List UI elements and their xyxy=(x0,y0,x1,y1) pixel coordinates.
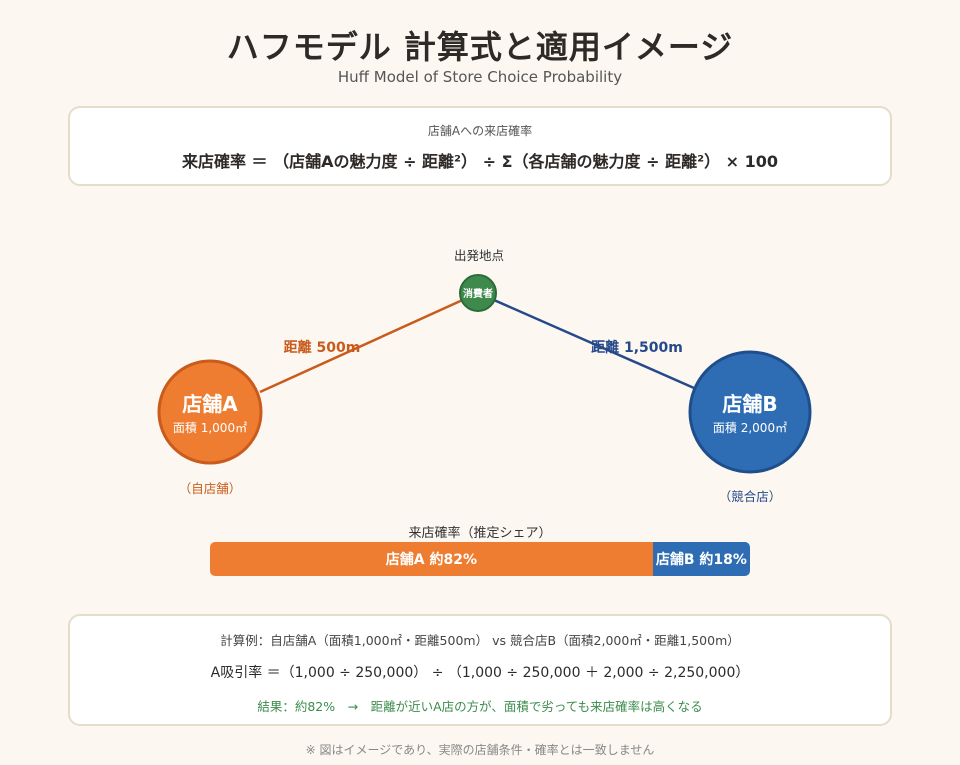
store-b-circle xyxy=(688,350,812,474)
store-b-area: 面積 2,000㎡ xyxy=(713,420,787,435)
share-segment-store-a: 店舗A 約82% xyxy=(210,542,653,576)
store-b-role: （競合店） xyxy=(719,489,782,504)
distance-a-label: 距離 500m xyxy=(284,339,361,356)
store-a-name: 店舗A xyxy=(182,392,238,416)
calc-equation: A吸引率 ＝（1,000 ÷ 250,000） ÷ （1,000 ÷ 250,0… xyxy=(210,665,750,681)
store-b-name: 店舗B xyxy=(722,392,777,416)
distance-b-label: 距離 1,500m xyxy=(591,339,683,356)
formula-card: 店舗Aへの来店確率 来店確率 ＝ （店舗Aの魅力度 ÷ 距離²） ÷ Σ（各店舗… xyxy=(68,106,892,186)
origin-label: 出発地点 xyxy=(454,248,504,263)
consumer-node xyxy=(459,274,497,312)
store-a-area: 面積 1,000㎡ xyxy=(173,420,247,435)
formula-label: 店舗Aへの来店確率 xyxy=(427,124,533,138)
line-to-store-b xyxy=(477,291,695,390)
share-label: 来店確率（推定シェア） xyxy=(408,526,552,541)
line-to-store-a xyxy=(259,291,479,394)
store-a-role: （自店舗） xyxy=(179,481,242,496)
formula-text: 来店確率 ＝ （店舗Aの魅力度 ÷ 距離²） ÷ Σ（各店舗の魅力度 ÷ 距離²… xyxy=(181,152,779,171)
footnote: ※ 図はイメージであり、実際の店舗条件・確率とは一致しません xyxy=(305,743,655,757)
share-bar: 店舗A 約82% 店舗B 約18% xyxy=(210,542,750,576)
calc-result: 結果：約82% → 距離が近いA店の方が、面積で劣っても来店確率は高くなる xyxy=(257,699,703,714)
consumer-label: 消費者 xyxy=(463,287,493,300)
calc-example: 計算例：自店舗A（面積1,000㎡・距離500m） vs 競合店B（面積2,00… xyxy=(220,633,740,648)
huff-diagram: 出発地点 消費者 距離 500m 距離 1,500m 店舗A 面積 1,000㎡… xyxy=(157,248,812,504)
page-title: ハフモデル 計算式と適用イメージ xyxy=(226,28,734,66)
page-subtitle: Huff Model of Store Choice Probability xyxy=(337,68,623,86)
calculation-card: 計算例：自店舗A（面積1,000㎡・距離500m） vs 競合店B（面積2,00… xyxy=(68,614,892,726)
store-a-circle xyxy=(157,359,263,465)
share-segment-store-b: 店舗B 約18% xyxy=(652,542,750,576)
